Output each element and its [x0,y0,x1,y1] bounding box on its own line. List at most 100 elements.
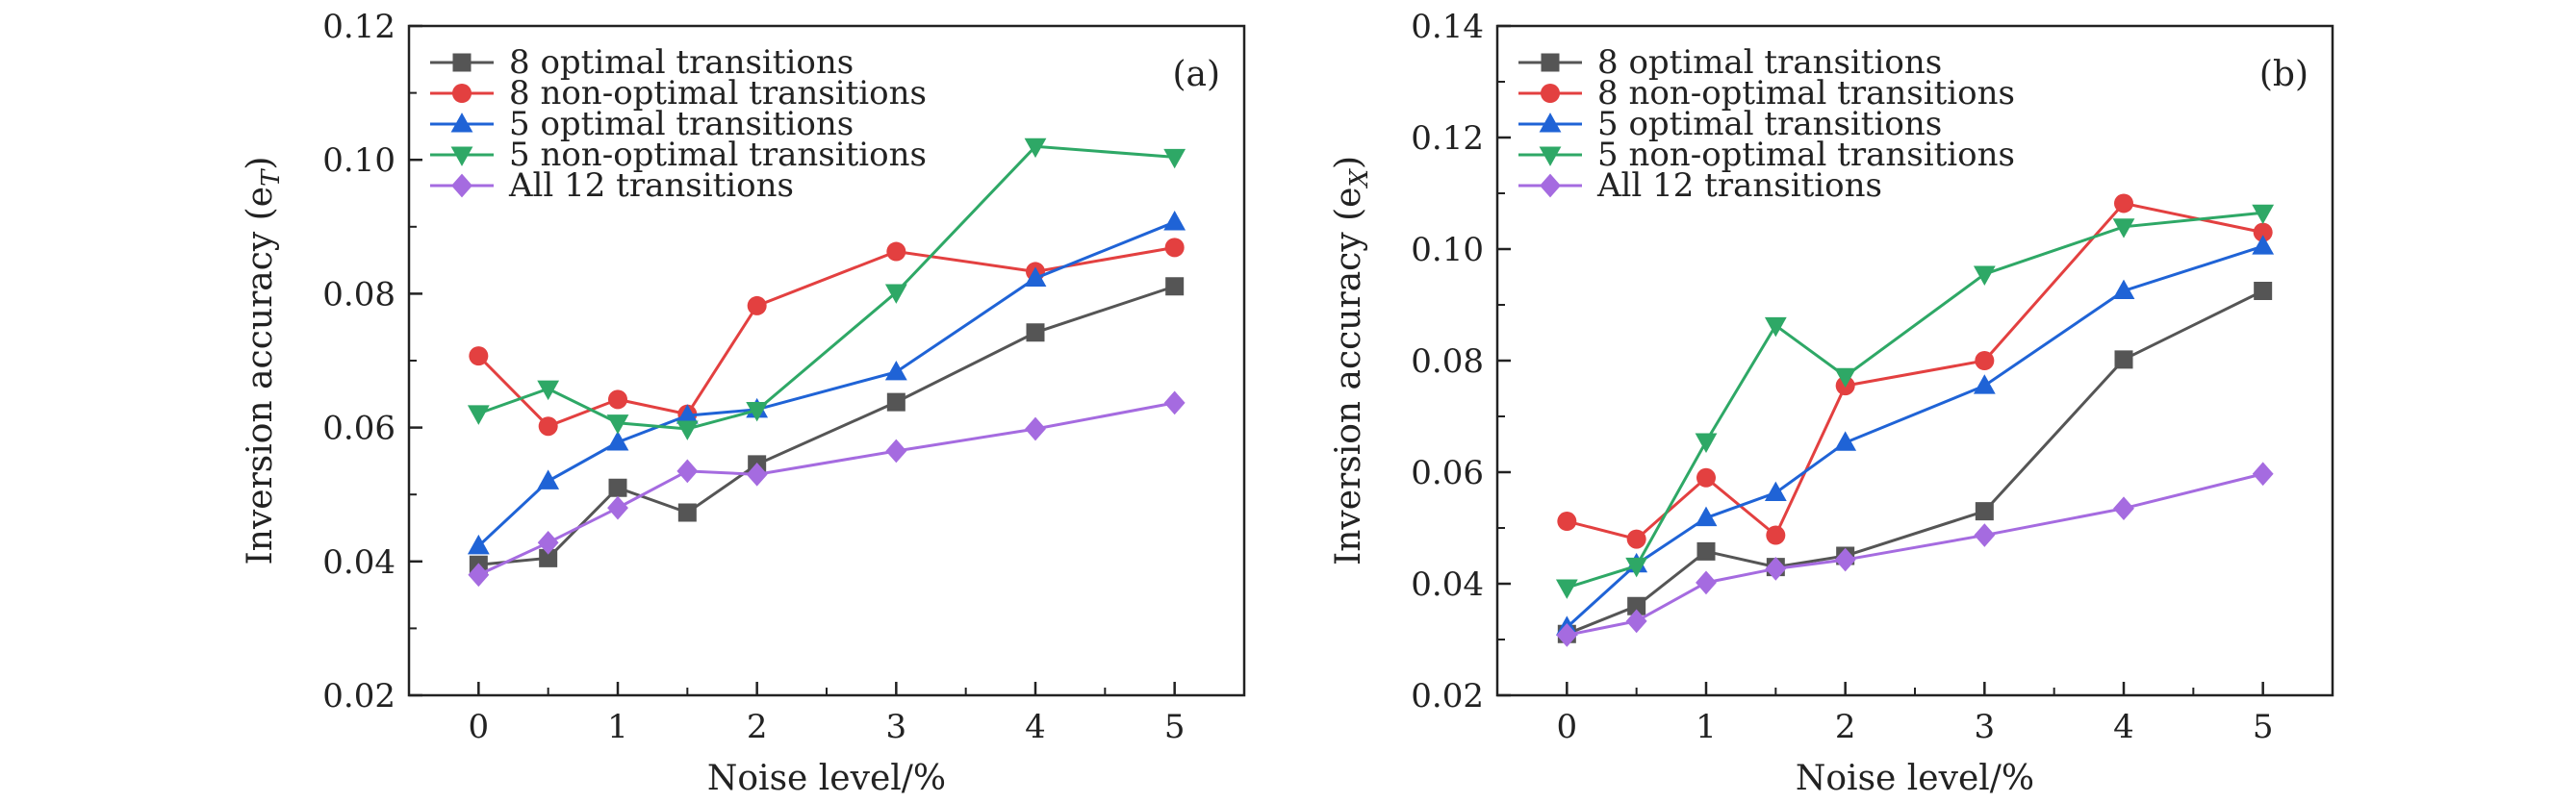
data-point [1626,529,1646,549]
legend-marker [1539,113,1562,133]
y-tick-label: 0.06 [322,410,395,448]
data-point [1556,623,1578,647]
series-line [1566,289,2264,636]
data-point [1973,374,1996,394]
data-point [1974,523,1996,547]
legend-marker [1541,53,1560,72]
series-line [1566,244,2264,629]
data-point [1024,266,1047,287]
data-point [2112,279,2135,300]
legend-label: 8 non-optimal transitions [1597,74,2015,113]
data-point [468,563,490,588]
data-point [606,414,629,435]
data-point [1765,556,1787,581]
chart-panel-2: 0.02 0.04 0.06 0.08 0.10 0.12 0.14 0 1 2 3 4 5 Noise … [1329,8,2334,798]
data-point [1834,547,1856,572]
data-point [1696,541,1716,561]
y-axis-title: Inversion accuracy (eT) [241,157,286,565]
data-point [1557,512,1577,532]
data-point [676,459,699,484]
data-point [538,416,558,437]
data-point [746,401,769,422]
y-tick-label: 0.04 [1411,565,1484,604]
series-2 [469,238,1185,437]
legend-label: 8 non-optimal transitions [509,74,927,113]
data-point [884,360,907,381]
data-point [2114,193,2133,213]
data-point [1163,211,1186,231]
legend-marker [451,173,472,198]
y-tick-label: 0.08 [1411,342,1484,381]
data-point [676,420,699,440]
legend-label: All 12 transitions [1596,166,1882,205]
legend-label: All 12 transitions [508,166,794,205]
data-point [1975,351,1995,370]
legend-marker [450,146,473,166]
data-point [1764,481,1787,502]
series-5 [1556,462,2274,647]
legend-label: 5 optimal transitions [1597,105,1942,143]
data-point [747,295,767,315]
data-point [1025,416,1046,441]
data-point [537,530,559,555]
series-line [477,245,1175,428]
legend-label: 5 optimal transitions [509,105,854,143]
x-tick-label: 3 [1975,708,1996,746]
data-point [537,380,560,401]
x-tick-label: 5 [2253,708,2274,746]
data-point [467,405,490,425]
series-line [478,285,1176,566]
y-tick-label: 0.12 [1411,119,1484,158]
data-point [1625,557,1648,578]
x-tick-label: 0 [1557,708,1578,746]
data-point [608,389,627,410]
series-line [1566,211,2263,590]
data-point [886,392,905,412]
y-tick-label: 0.02 [1411,677,1484,715]
data-point [1024,138,1047,159]
panel-label: (a) [1172,55,1220,94]
data-point [677,503,697,522]
data-point [1625,609,1647,634]
data-point [467,534,490,555]
data-point [2112,218,2135,238]
series-line [1566,201,2263,541]
series-4 [467,138,1186,440]
legend-marker [452,84,472,103]
data-point [1026,323,1045,342]
y-tick-label: 0.04 [322,543,395,582]
data-point [1696,570,1717,595]
data-point [1696,467,1716,488]
series-line [477,220,1176,547]
data-point [2252,235,2275,255]
data-point [2252,462,2274,487]
data-point [608,478,627,497]
series-line [477,144,1175,431]
data-point [1695,506,1718,527]
y-tick-label: 0.08 [322,275,395,314]
legend-label: 8 optimal transitions [509,43,854,82]
legend-label: 5 non-optimal transitions [1597,136,2015,174]
data-point [2252,204,2275,225]
x-tick-label: 1 [1696,708,1717,746]
legend-marker [452,53,472,72]
series-1 [1557,282,2273,643]
legend-label: 5 non-optimal transitions [509,136,927,174]
data-point [1766,525,1786,545]
panel-label: (b) [2259,55,2308,94]
data-point [884,284,907,304]
legend-marker [450,113,473,133]
y-tick-label: 0.10 [322,141,395,180]
data-point [886,241,906,262]
data-point [537,469,560,489]
data-point [1973,265,1996,286]
data-point [1975,502,1994,521]
legend-label: 8 optimal transitions [1597,43,1942,82]
data-point [2113,496,2134,521]
data-point [885,439,907,464]
data-point [606,431,629,451]
data-point [1164,238,1185,258]
legend-marker [1539,146,1562,166]
